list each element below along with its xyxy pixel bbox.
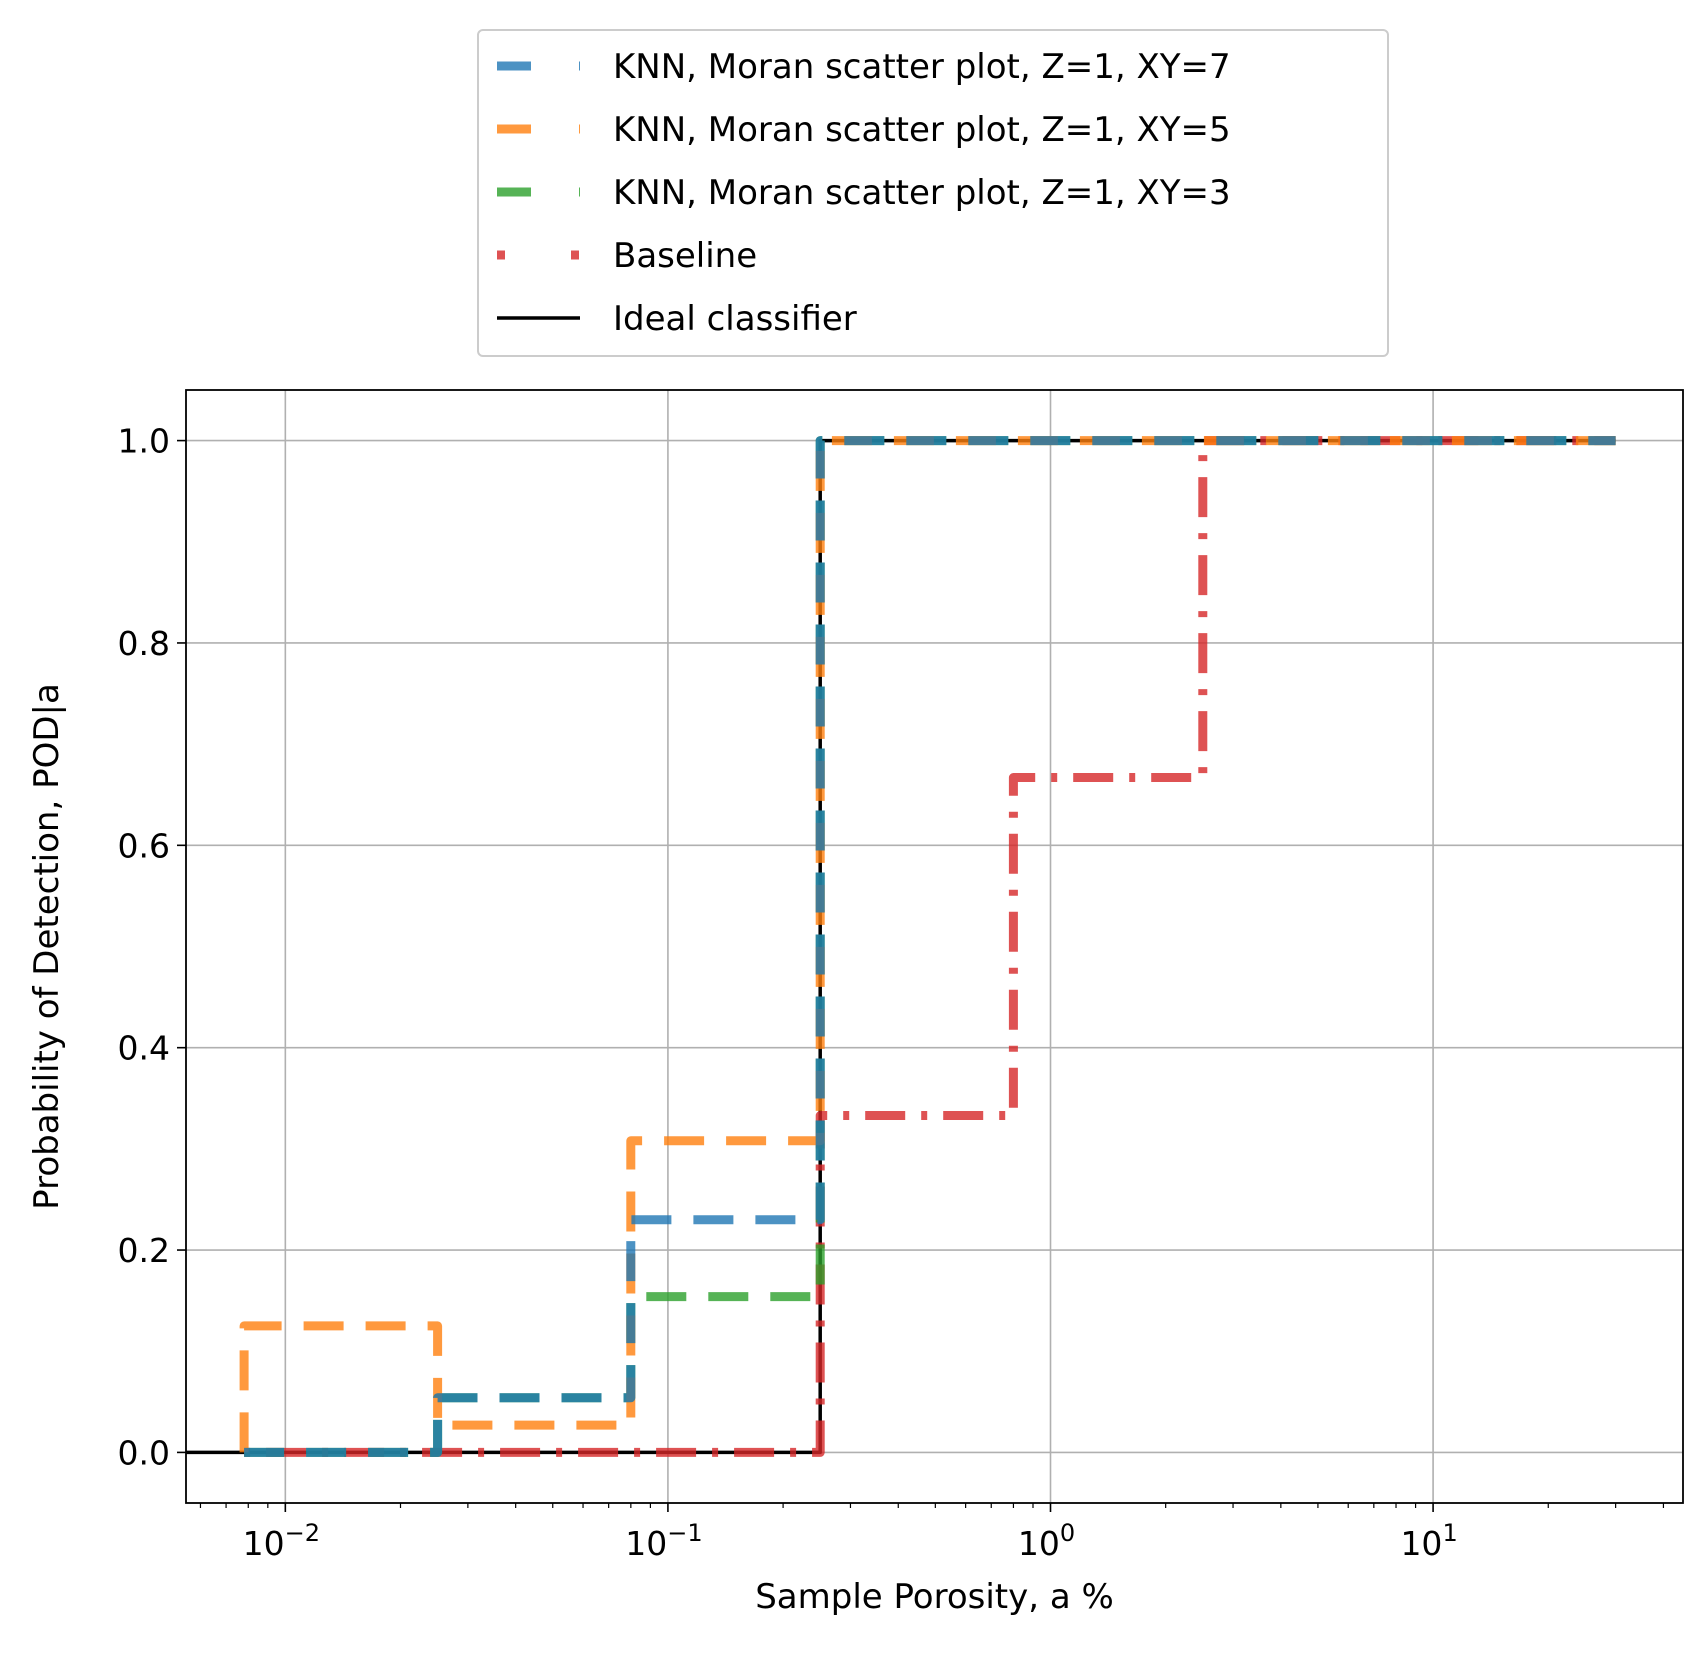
legend-label: Baseline: [613, 236, 757, 276]
series-line-knn-moran-scatter-plot-z-1-xy-7: [244, 436, 1616, 1457]
legend-label: KNN, Moran scatter plot, Z=1, XY=3: [613, 173, 1231, 213]
y-tick-label: 0.6: [118, 826, 170, 865]
axes-frame: [185, 389, 1684, 1504]
y-tick-label: 0.4: [118, 1029, 170, 1068]
x-axis-label: Sample Porosity, a %: [755, 1577, 1114, 1617]
legend-label: KNN, Moran scatter plot, Z=1, XY=7: [613, 47, 1231, 87]
legend-box: [477, 29, 1389, 357]
legend-label: KNN, Moran scatter plot, Z=1, XY=5: [613, 110, 1231, 150]
x-tick-label: 101: [1400, 1519, 1457, 1563]
x-tick-label: 100: [1018, 1519, 1075, 1563]
series-line-baseline: [244, 436, 1616, 1457]
series-line-knn-moran-scatter-plot-z-1-xy-5: [239, 436, 1616, 1453]
legend: KNN, Moran scatter plot, Z=1, XY=7 KNN, M…: [477, 29, 1389, 357]
y-tick-label: 0.2: [118, 1231, 170, 1270]
y-tick-label: 1.0: [118, 422, 170, 461]
x-tick-label: 10−2: [243, 1519, 320, 1563]
y-axis-label: Probability of Detection, POD|a: [27, 683, 67, 1210]
series-lines: [186, 436, 1616, 1457]
y-tick-label: 0.0: [118, 1433, 170, 1472]
legend-label: Ideal classifier: [613, 299, 857, 339]
axis-ticks: 0.0 0.2 0.4 0.6 0.8 1.0 10−2 10−1 100 101: [118, 422, 1665, 1563]
y-tick-label: 0.8: [118, 624, 170, 663]
x-tick-label: 10−1: [625, 1519, 702, 1563]
